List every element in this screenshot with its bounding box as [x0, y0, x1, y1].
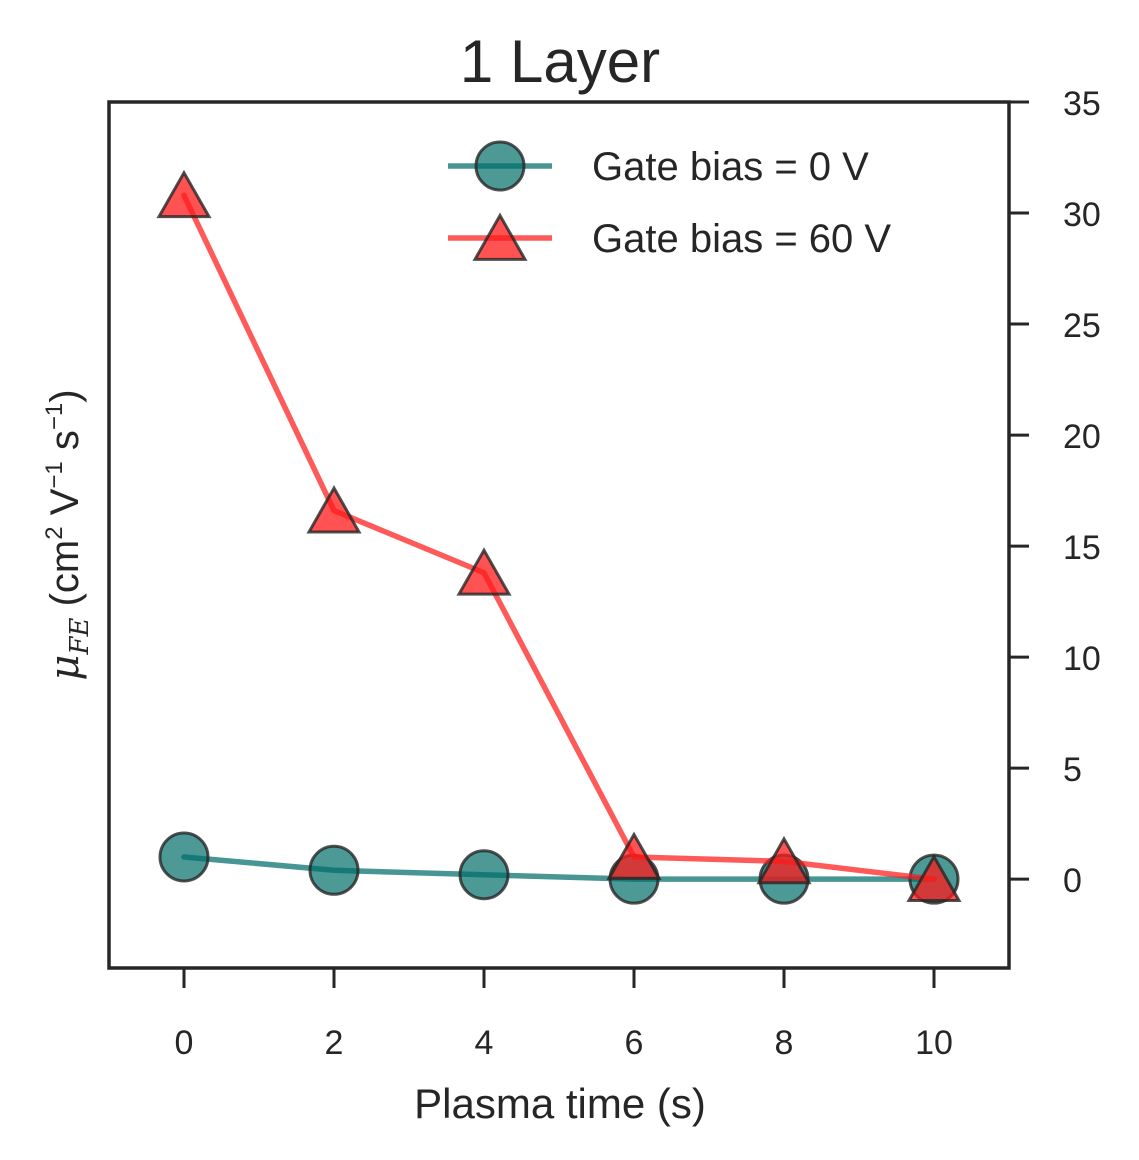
data-point — [458, 849, 510, 901]
y-tick-label: 10 — [1063, 640, 1101, 678]
x-axis-label: Plasma time (s) — [414, 1080, 706, 1127]
legend: Gate bias = 0 V Gate bias = 60 V — [448, 140, 891, 261]
data-point — [156, 169, 212, 219]
y-label-units-suffix: ) — [43, 389, 87, 402]
y-label-exp2: −1 — [41, 461, 68, 488]
y-axis: 0 5 10 15 20 25 30 35 — [1009, 85, 1101, 900]
y-tick-label: 20 — [1063, 418, 1101, 456]
x-tick-label: 6 — [625, 1024, 644, 1062]
data-point — [474, 140, 526, 192]
legend-item: Gate bias = 60 V — [448, 212, 891, 261]
series-layer — [156, 169, 962, 905]
data-point — [606, 831, 662, 880]
data-point — [472, 212, 528, 261]
y-tick-label: 30 — [1063, 196, 1101, 234]
y-tick-label: 5 — [1063, 751, 1082, 789]
data-point — [158, 831, 210, 883]
chart-title: 1 Layer — [460, 28, 660, 95]
data-point — [456, 547, 512, 596]
data-point — [308, 844, 360, 896]
y-label-mid1: V — [43, 488, 87, 526]
y-label-subscript: FE — [65, 618, 95, 656]
data-point — [306, 485, 362, 534]
y-tick-label: 35 — [1063, 85, 1101, 123]
series-2 — [156, 169, 962, 903]
y-label-units-prefix: (cm — [43, 540, 87, 618]
y-tick-label: 15 — [1063, 529, 1101, 567]
y-tick-label: 25 — [1063, 307, 1101, 345]
legend-label: Gate bias = 60 V — [592, 217, 891, 261]
y-label-exp3: −1 — [41, 403, 68, 430]
x-tick-label: 4 — [475, 1024, 494, 1062]
series-line — [181, 192, 937, 882]
y-label-exp1: 2 — [41, 526, 68, 539]
x-tick-label: 8 — [775, 1024, 794, 1062]
x-axis: 0 2 4 6 8 10 — [175, 968, 953, 1062]
plot-frame — [107, 100, 1011, 970]
y-label-symbol: μ — [42, 655, 88, 681]
x-tick-label: 0 — [175, 1024, 194, 1062]
data-point — [906, 853, 962, 903]
legend-item: Gate bias = 0 V — [448, 140, 869, 192]
legend-label: Gate bias = 0 V — [592, 145, 869, 189]
x-tick-label: 10 — [915, 1024, 953, 1062]
y-tick-label: 0 — [1063, 862, 1082, 900]
y-axis-label: μFE (cm2 V−1 s−1) — [41, 389, 95, 680]
data-point — [756, 835, 812, 885]
y-label-mid2: s — [43, 430, 87, 461]
x-tick-label: 2 — [325, 1024, 344, 1062]
